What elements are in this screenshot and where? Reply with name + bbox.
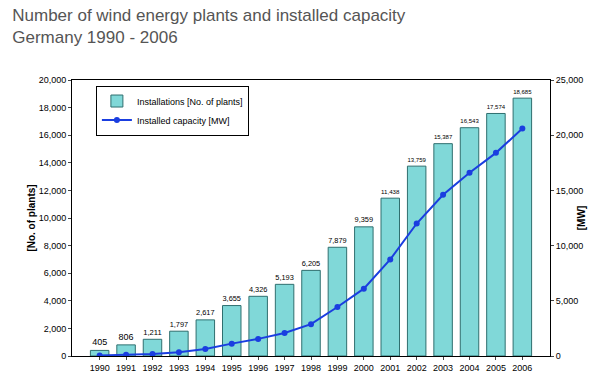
- svg-text:1994: 1994: [195, 363, 215, 373]
- svg-text:6,000: 6,000: [44, 268, 67, 278]
- svg-text:20,000: 20,000: [556, 130, 584, 140]
- svg-text:17,574: 17,574: [487, 104, 506, 110]
- svg-text:1999: 1999: [327, 363, 347, 373]
- svg-text:5,193: 5,193: [275, 273, 293, 282]
- svg-text:1990: 1990: [90, 363, 110, 373]
- svg-text:Installations [No. of plants]: Installations [No. of plants]: [137, 97, 243, 107]
- svg-text:1991: 1991: [116, 363, 136, 373]
- svg-text:0: 0: [61, 351, 66, 361]
- svg-text:10,000: 10,000: [556, 241, 584, 251]
- svg-text:8,000: 8,000: [44, 241, 67, 251]
- svg-text:15,387: 15,387: [434, 134, 453, 140]
- svg-text:20,000: 20,000: [39, 75, 67, 85]
- svg-text:[No. of plants]: [No. of plants]: [26, 184, 37, 251]
- svg-text:18,685: 18,685: [513, 89, 532, 95]
- svg-text:25,000: 25,000: [556, 75, 584, 85]
- svg-text:405: 405: [92, 337, 107, 347]
- svg-text:Number of wind energy plants a: Number of wind energy plants and install…: [12, 6, 406, 47]
- svg-text:806: 806: [119, 332, 134, 342]
- svg-text:5,000: 5,000: [556, 296, 579, 306]
- svg-text:9,359: 9,359: [355, 215, 373, 224]
- svg-text:Installed capacity [MW]: Installed capacity [MW]: [137, 116, 230, 126]
- svg-text:2003: 2003: [433, 363, 453, 373]
- svg-text:6,205: 6,205: [302, 259, 320, 268]
- svg-text:12,000: 12,000: [39, 186, 67, 196]
- svg-text:16,000: 16,000: [39, 130, 67, 140]
- svg-text:2,000: 2,000: [44, 324, 67, 334]
- svg-text:2001: 2001: [380, 363, 400, 373]
- svg-text:2004: 2004: [459, 363, 479, 373]
- svg-text:13,759: 13,759: [407, 157, 426, 163]
- svg-text:1996: 1996: [248, 363, 268, 373]
- svg-text:16,543: 16,543: [460, 118, 479, 124]
- svg-text:18,000: 18,000: [39, 103, 67, 113]
- svg-text:0: 0: [556, 351, 561, 361]
- svg-text:1,797: 1,797: [170, 320, 188, 329]
- svg-text:11,438: 11,438: [381, 188, 400, 195]
- svg-text:7,879: 7,879: [328, 236, 346, 245]
- svg-text:1997: 1997: [275, 363, 295, 373]
- svg-text:[MW]: [MW]: [576, 206, 587, 230]
- svg-text:2005: 2005: [486, 363, 506, 373]
- svg-text:4,326: 4,326: [249, 285, 267, 294]
- svg-text:1998: 1998: [301, 363, 321, 373]
- svg-text:10,000: 10,000: [39, 213, 67, 223]
- svg-text:1,211: 1,211: [143, 328, 161, 337]
- svg-text:1993: 1993: [169, 363, 189, 373]
- svg-text:2002: 2002: [407, 363, 427, 373]
- svg-text:3,655: 3,655: [223, 294, 241, 303]
- svg-text:2,617: 2,617: [196, 308, 214, 317]
- svg-text:2000: 2000: [354, 363, 374, 373]
- svg-text:15,000: 15,000: [556, 186, 584, 196]
- svg-text:2006: 2006: [512, 363, 532, 373]
- svg-text:4,000: 4,000: [44, 296, 67, 306]
- svg-text:14,000: 14,000: [39, 158, 67, 168]
- svg-text:1995: 1995: [222, 363, 242, 373]
- svg-text:1992: 1992: [142, 363, 162, 373]
